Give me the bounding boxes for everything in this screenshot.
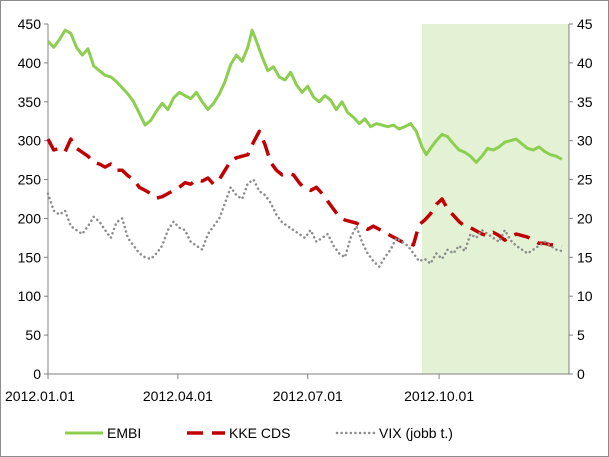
x-tick-label: 2012.07.01 — [273, 388, 343, 404]
y-tick-right-label: 45 — [577, 16, 593, 32]
y-tick-left-label: 300 — [18, 133, 42, 149]
legend-label-kke: KKE CDS — [229, 425, 290, 441]
legend-label-embi: EMBI — [107, 425, 141, 441]
legend-label-vix: VIX (jobb t.) — [379, 425, 453, 441]
y-tick-right-label: 10 — [577, 288, 593, 304]
y-tick-left-label: 250 — [18, 172, 42, 188]
y-tick-right-label: 5 — [577, 327, 585, 343]
y-tick-left-label: 50 — [25, 327, 41, 343]
x-tick-label: 2012.10.01 — [404, 388, 474, 404]
series-line-vix — [46, 178, 564, 268]
y-tick-right-label: 30 — [577, 133, 593, 149]
y-tick-left-label: 400 — [18, 55, 42, 71]
y-tick-right-label: 40 — [577, 55, 593, 71]
y-tick-left-label: 350 — [18, 94, 42, 110]
series-line-embi — [46, 28, 563, 164]
x-tick-label: 2012.04.01 — [143, 388, 213, 404]
y-tick-left-label: 450 — [18, 16, 42, 32]
y-tick-left-label: 150 — [18, 249, 42, 265]
y-tick-right-label: 0 — [577, 366, 585, 382]
y-tick-right-label: 20 — [577, 210, 593, 226]
shaded-region — [421, 24, 569, 374]
y-tick-right-label: 35 — [577, 94, 593, 110]
series-line-kke — [46, 129, 563, 249]
y-tick-right-label: 25 — [577, 172, 593, 188]
y-tick-right-label: 15 — [577, 249, 593, 265]
x-tick-label: 2012.01.01 — [5, 388, 75, 404]
y-tick-left-label: 200 — [18, 210, 42, 226]
y-tick-left-label: 100 — [18, 288, 42, 304]
y-tick-left-label: 0 — [33, 366, 41, 382]
